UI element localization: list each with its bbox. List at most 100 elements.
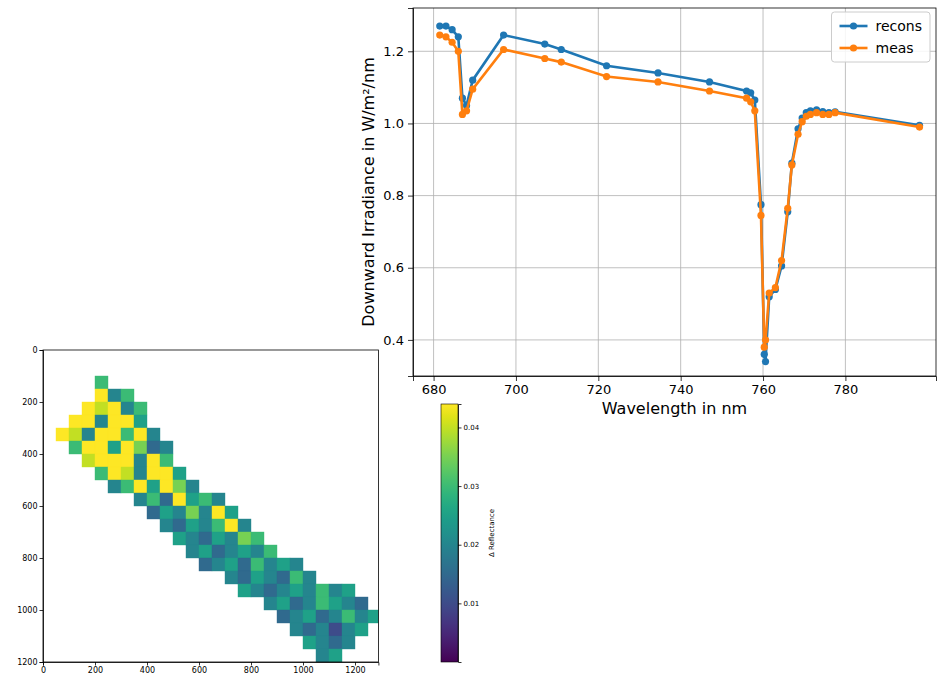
heatmap-cell: [342, 610, 355, 623]
heatmap-cell: [368, 610, 378, 623]
legend-label: meas: [876, 40, 914, 56]
tick-label: 1.2: [383, 44, 404, 59]
tick-mark: [199, 662, 200, 666]
tick-label: 800: [244, 666, 259, 675]
tick-mark: [40, 506, 44, 507]
heatmap-cell: [56, 428, 69, 441]
tick-label: 600: [22, 502, 37, 511]
tick: 200: [22, 398, 43, 407]
heatmap-cell: [134, 441, 147, 454]
point: [832, 108, 839, 115]
heatmap-cell: [82, 402, 95, 415]
tick-mark: [40, 350, 44, 351]
heatmap-cell: [277, 571, 290, 584]
tick-mark: [40, 402, 44, 403]
point: [558, 59, 565, 66]
heatmap-cell: [121, 415, 134, 428]
point: [449, 39, 456, 46]
heatmap-cell: [303, 584, 316, 597]
point: [706, 78, 713, 85]
heatmap-cell: [108, 415, 121, 428]
heatmap-cell: [121, 441, 134, 454]
heatmap-cell: [329, 584, 342, 597]
heatmap-cell: [121, 402, 134, 415]
heatmap-cell: [82, 428, 95, 441]
colorbar-axis: 0.010.020.030.04: [458, 405, 480, 663]
heatmap-cell: [355, 610, 368, 623]
tick: 0: [41, 662, 46, 675]
heatmap-cell: [186, 532, 199, 545]
heatmap-cell: [251, 571, 264, 584]
legend-marker: [850, 44, 857, 51]
tick-mark: [303, 662, 304, 666]
point: [916, 123, 923, 130]
tick-mark: [598, 376, 599, 381]
heatmap-cell: [160, 480, 173, 493]
heatmap-cell: [173, 493, 186, 506]
tick-mark: [681, 376, 682, 381]
heatmap-cell: [199, 545, 212, 558]
tick-mark: [251, 662, 252, 666]
plot-frame: [413, 8, 936, 376]
point: [449, 26, 456, 33]
tick-label: 200: [88, 666, 103, 675]
y-axis-title: Downward Irradiance in W/m²/nm: [359, 57, 378, 326]
heatmap-cell: [82, 441, 95, 454]
grid-line: [413, 339, 936, 340]
point: [751, 107, 758, 114]
heatmap-cell: [264, 597, 277, 610]
series: [436, 31, 923, 350]
heatmap-cell: [225, 558, 238, 571]
heatmap-cell: [108, 428, 121, 441]
tick-label: 0.4: [383, 333, 404, 348]
grid-line: [413, 267, 936, 268]
heatmap-cell: [212, 532, 225, 545]
heatmap-cell: [264, 558, 277, 571]
point: [603, 62, 610, 69]
heatmap-cell: [342, 584, 355, 597]
point: [455, 48, 462, 55]
point: [436, 22, 443, 29]
tick: 0.02: [458, 541, 479, 549]
heatmap-cell: [186, 545, 199, 558]
heatmap-cell: [95, 467, 108, 480]
colorbar: 0.010.020.030.04Δ Reflectance: [441, 404, 496, 663]
heatmap-cell: [199, 558, 212, 571]
tick-mark: [763, 376, 764, 381]
tick-label: 780: [833, 382, 858, 397]
heatmap-chart: 0200400600800100012000200400600800100012…: [17, 346, 496, 675]
figure: 6807007207407607800.40.60.81.01.2Wavelen…: [0, 0, 940, 688]
tick: 800: [244, 662, 259, 675]
point: [762, 336, 769, 343]
heatmap-cell: [225, 571, 238, 584]
tick-label: 720: [586, 382, 611, 397]
heatmap-cell: [147, 480, 160, 493]
heatmap-cell: [95, 428, 108, 441]
heatmap-cell: [225, 532, 238, 545]
point: [469, 86, 476, 93]
heatmap-cell: [329, 649, 342, 662]
tick-mark: [458, 545, 462, 546]
heatmap-cell: [303, 597, 316, 610]
tick-mark: [458, 427, 462, 428]
legend-marker: [850, 22, 857, 29]
tick: 780: [833, 376, 858, 397]
heatmap-cell: [238, 571, 251, 584]
heatmap-cell: [134, 415, 147, 428]
point: [761, 344, 768, 351]
heatmap-cell: [160, 506, 173, 519]
heatmap-cell: [342, 623, 355, 636]
x-axis: 680700720740760780: [414, 376, 937, 397]
tick: 760: [751, 376, 776, 397]
grid-line: [680, 8, 681, 376]
heatmap-cell: [121, 428, 134, 441]
point: [436, 31, 443, 38]
tick-mark: [95, 662, 96, 666]
tick-mark: [40, 610, 44, 611]
point: [761, 351, 768, 358]
tick-label: 400: [22, 450, 37, 459]
heatmap-cell: [225, 545, 238, 558]
plot-area: [436, 22, 923, 365]
tick: 0.01: [458, 600, 479, 608]
point: [778, 257, 785, 264]
